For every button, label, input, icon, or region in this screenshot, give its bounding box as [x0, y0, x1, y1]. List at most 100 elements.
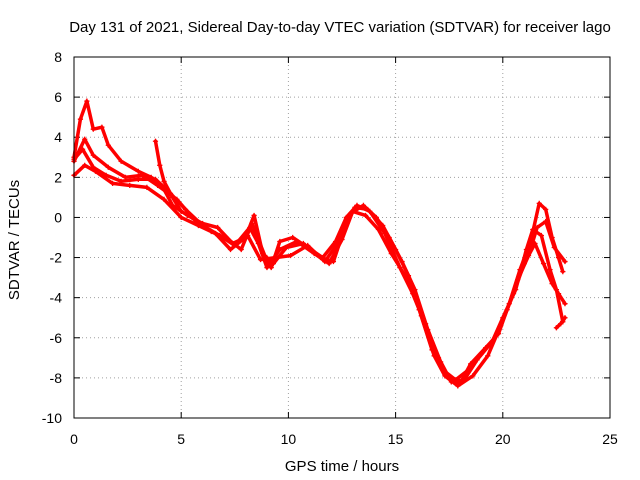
- data-point: [375, 226, 382, 233]
- data-point: [543, 206, 549, 213]
- data-point: [373, 214, 379, 221]
- x-tick-label: 10: [281, 431, 297, 447]
- x-axis-label: GPS time / hours: [285, 458, 399, 475]
- data-point: [438, 359, 444, 365]
- data-point: [532, 240, 538, 247]
- x-tick-label: 5: [177, 431, 185, 447]
- data-point: [305, 242, 311, 249]
- grid: [74, 57, 610, 418]
- data-point: [431, 353, 437, 359]
- data-point: [161, 196, 167, 202]
- data-point: [191, 216, 197, 223]
- data-point: [140, 172, 146, 178]
- data-point: [562, 301, 568, 307]
- data-point: [543, 218, 549, 225]
- series-line: [72, 163, 565, 384]
- data-point: [144, 184, 150, 190]
- data-point: [178, 214, 184, 221]
- data-point: [425, 327, 431, 333]
- y-tick-label: 2: [54, 169, 62, 185]
- data-point: [152, 176, 159, 182]
- data-point: [485, 353, 491, 359]
- data-point: [553, 325, 559, 331]
- x-tick-label: 0: [70, 431, 78, 447]
- data-point: [388, 250, 394, 257]
- data-point: [109, 180, 116, 186]
- data-point: [461, 377, 467, 383]
- data-point: [245, 232, 251, 239]
- data-point: [347, 210, 354, 217]
- data-point: [272, 254, 279, 261]
- data-point: [300, 240, 307, 247]
- data-point: [264, 264, 270, 271]
- data-point: [249, 220, 255, 227]
- data-point: [105, 164, 111, 170]
- data-point: [536, 200, 542, 207]
- y-tick-label: -8: [50, 370, 63, 386]
- data-point: [99, 124, 105, 130]
- data-point: [105, 142, 111, 148]
- data-point: [551, 244, 557, 251]
- x-tick-label: 20: [495, 431, 511, 447]
- data-point: [92, 168, 99, 174]
- data-point: [335, 240, 341, 247]
- data-series: [71, 98, 568, 389]
- data-point: [360, 202, 367, 209]
- y-tick-label: -2: [50, 250, 63, 266]
- data-point: [212, 230, 219, 237]
- data-point: [362, 212, 369, 219]
- data-point: [152, 138, 159, 144]
- data-point: [135, 168, 141, 174]
- data-point: [127, 182, 133, 188]
- data-point: [170, 194, 176, 200]
- data-point: [448, 379, 454, 385]
- series-track-6: [553, 315, 568, 331]
- y-tick-label: -10: [42, 410, 62, 426]
- data-point: [330, 258, 337, 265]
- y-tick-label: 6: [54, 89, 62, 105]
- data-point: [178, 208, 184, 215]
- data-point: [399, 258, 405, 265]
- x-tick-label: 15: [388, 431, 404, 447]
- data-point: [82, 136, 88, 142]
- chart-title: Day 131 of 2021, Sidereal Day-to-day VTE…: [69, 19, 611, 36]
- data-point: [558, 321, 564, 327]
- data-point: [270, 260, 276, 267]
- y-tick-label: 4: [54, 129, 62, 145]
- data-point: [251, 212, 257, 219]
- data-point: [84, 98, 90, 104]
- data-point: [82, 162, 88, 168]
- data-point: [195, 222, 201, 229]
- data-point: [540, 260, 547, 267]
- data-point: [474, 357, 480, 363]
- data-point: [227, 246, 234, 253]
- data-point: [122, 174, 129, 180]
- plot-frame: [73, 56, 611, 419]
- data-point: [277, 238, 283, 245]
- data-point: [513, 287, 519, 293]
- data-point: [283, 244, 289, 251]
- data-point: [538, 232, 544, 239]
- data-point: [90, 126, 96, 132]
- data-point: [215, 224, 221, 231]
- y-axis-label: SDTVAR / TECUs: [6, 180, 23, 300]
- data-point: [161, 178, 167, 184]
- data-point: [553, 287, 559, 293]
- data-point: [562, 315, 568, 321]
- data-point: [523, 246, 529, 253]
- data-point: [455, 383, 461, 389]
- data-point: [90, 152, 96, 158]
- y-tick-label: 8: [54, 49, 62, 65]
- data-point: [560, 268, 566, 275]
- data-point: [257, 256, 264, 263]
- data-point: [290, 234, 296, 241]
- data-point: [500, 315, 506, 321]
- data-point: [386, 234, 392, 241]
- data-point: [530, 226, 536, 233]
- data-point: [489, 339, 495, 345]
- data-point: [562, 258, 568, 265]
- data-point: [77, 116, 84, 122]
- data-point: [470, 373, 476, 379]
- x-tick-label: 25: [602, 431, 618, 447]
